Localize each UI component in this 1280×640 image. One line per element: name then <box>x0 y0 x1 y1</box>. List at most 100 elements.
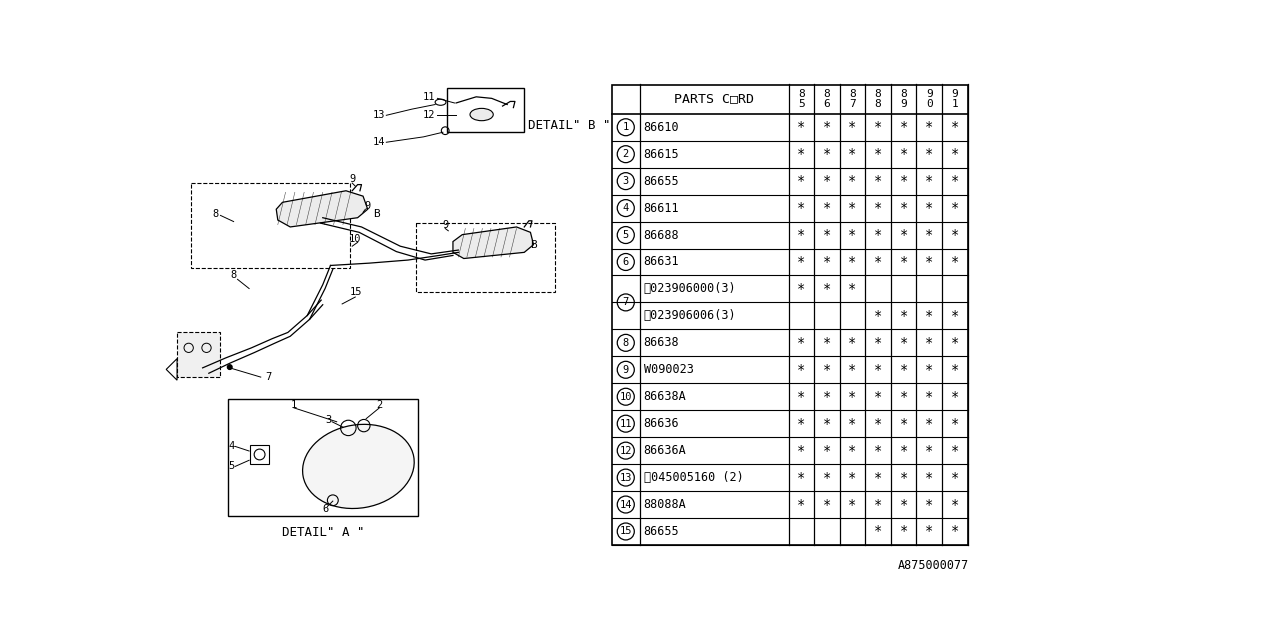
Text: 9: 9 <box>349 174 356 184</box>
Text: 8: 8 <box>622 338 628 348</box>
Text: 6: 6 <box>323 504 328 514</box>
Text: *: * <box>874 147 882 161</box>
Text: *: * <box>849 363 856 377</box>
Text: 5: 5 <box>228 461 234 472</box>
Text: *: * <box>925 417 933 431</box>
Ellipse shape <box>302 424 415 509</box>
Text: *: * <box>823 497 831 511</box>
Text: *: * <box>849 470 856 484</box>
Text: *: * <box>797 390 805 404</box>
Text: *: * <box>823 174 831 188</box>
Text: B: B <box>374 209 380 219</box>
Text: *: * <box>900 201 908 215</box>
Text: *: * <box>900 147 908 161</box>
Bar <box>191 183 349 268</box>
Text: *: * <box>951 120 959 134</box>
Text: 3: 3 <box>326 415 332 425</box>
Text: Ⓢ045005160 (2): Ⓢ045005160 (2) <box>644 471 744 484</box>
Text: *: * <box>900 120 908 134</box>
Text: 86611: 86611 <box>644 202 680 214</box>
Text: *: * <box>823 470 831 484</box>
Text: *: * <box>951 390 959 404</box>
Text: *: * <box>874 120 882 134</box>
Text: *: * <box>849 497 856 511</box>
Text: 9
1: 9 1 <box>951 89 959 109</box>
Text: *: * <box>849 201 856 215</box>
Text: *: * <box>925 444 933 458</box>
Polygon shape <box>453 227 534 259</box>
Text: 4: 4 <box>228 442 234 451</box>
Text: *: * <box>823 390 831 404</box>
Text: *: * <box>823 444 831 458</box>
Text: 15: 15 <box>349 287 362 298</box>
Text: 5: 5 <box>622 230 628 240</box>
Text: *: * <box>797 363 805 377</box>
Text: 12: 12 <box>620 445 632 456</box>
Text: *: * <box>925 470 933 484</box>
Text: *: * <box>900 363 908 377</box>
Text: *: * <box>925 497 933 511</box>
Text: DETAIL" B ": DETAIL" B " <box>529 119 611 132</box>
Bar <box>228 399 419 516</box>
Ellipse shape <box>435 99 445 106</box>
Text: *: * <box>797 336 805 350</box>
Text: *: * <box>849 390 856 404</box>
Text: *: * <box>900 444 908 458</box>
Text: *: * <box>951 174 959 188</box>
Text: 86631: 86631 <box>644 255 680 269</box>
Text: W090023: W090023 <box>644 364 694 376</box>
Text: *: * <box>823 120 831 134</box>
Text: *: * <box>874 470 882 484</box>
Text: 8
7: 8 7 <box>849 89 856 109</box>
Text: *: * <box>797 120 805 134</box>
Text: 86638: 86638 <box>644 337 680 349</box>
Text: *: * <box>823 147 831 161</box>
Text: *: * <box>849 228 856 242</box>
Text: ⓝ023906000(3): ⓝ023906000(3) <box>644 282 736 296</box>
Text: *: * <box>849 120 856 134</box>
Text: *: * <box>874 525 882 538</box>
Text: 11: 11 <box>620 419 632 429</box>
Text: 86610: 86610 <box>644 121 680 134</box>
Text: *: * <box>951 444 959 458</box>
Text: 13: 13 <box>620 472 632 483</box>
Text: 6: 6 <box>622 257 628 267</box>
Text: *: * <box>849 174 856 188</box>
Text: *: * <box>925 255 933 269</box>
Text: *: * <box>925 174 933 188</box>
Text: *: * <box>874 390 882 404</box>
Text: *: * <box>951 309 959 323</box>
Text: 86636A: 86636A <box>644 444 686 457</box>
Text: *: * <box>900 470 908 484</box>
Text: 8
8: 8 8 <box>874 89 882 109</box>
Text: *: * <box>925 363 933 377</box>
Text: 1: 1 <box>291 400 297 410</box>
Text: *: * <box>900 309 908 323</box>
Text: *: * <box>797 174 805 188</box>
Text: *: * <box>951 228 959 242</box>
Text: *: * <box>823 228 831 242</box>
Text: 86655: 86655 <box>644 175 680 188</box>
Text: *: * <box>900 417 908 431</box>
Text: *: * <box>900 336 908 350</box>
Text: *: * <box>951 201 959 215</box>
Text: *: * <box>951 255 959 269</box>
Text: *: * <box>925 228 933 242</box>
Text: *: * <box>925 147 933 161</box>
Text: 88088A: 88088A <box>644 498 686 511</box>
Text: *: * <box>823 417 831 431</box>
Text: *: * <box>797 497 805 511</box>
Text: 86688: 86688 <box>644 228 680 241</box>
Text: *: * <box>874 255 882 269</box>
Text: 9
0: 9 0 <box>925 89 933 109</box>
Text: B: B <box>530 239 536 250</box>
Text: *: * <box>797 147 805 161</box>
Text: 10: 10 <box>620 392 632 402</box>
Text: *: * <box>951 525 959 538</box>
Text: *: * <box>849 282 856 296</box>
Bar <box>250 445 269 464</box>
Bar <box>447 88 525 132</box>
Text: *: * <box>849 147 856 161</box>
Text: ⓝ023906006(3): ⓝ023906006(3) <box>644 309 736 323</box>
Circle shape <box>228 365 232 369</box>
